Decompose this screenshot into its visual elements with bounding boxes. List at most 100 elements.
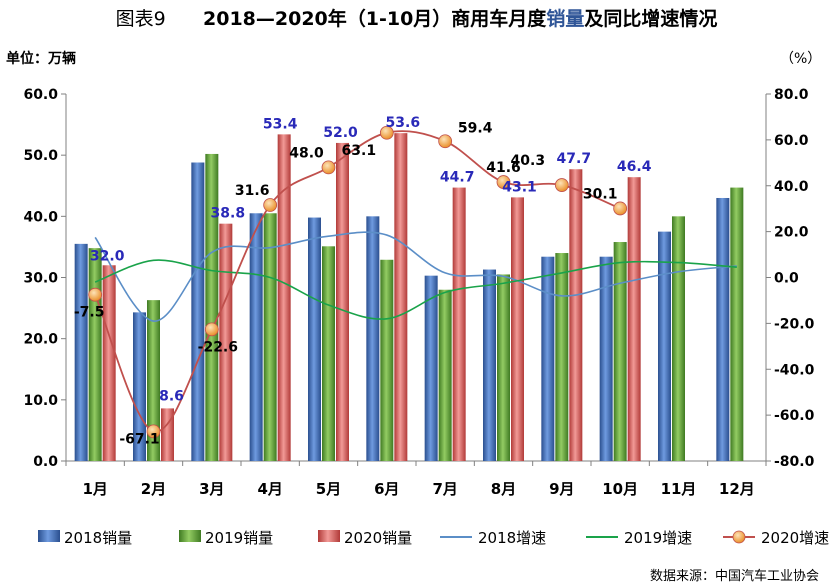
marker-2020增速 bbox=[263, 198, 278, 212]
bar-2019销量 bbox=[497, 274, 510, 461]
legend-label: 2020增速 bbox=[761, 529, 829, 547]
left-axis-unit: 单位：万辆 bbox=[6, 51, 76, 67]
title-highlight: 销量 bbox=[546, 8, 585, 30]
growth-label-2020: 30.1 bbox=[583, 186, 618, 202]
left-tick-label: 60.0 bbox=[23, 87, 58, 103]
legend-label: 2019增速 bbox=[624, 529, 692, 547]
bar-2018销量 bbox=[74, 243, 88, 461]
marker-2020增速 bbox=[204, 322, 219, 337]
legend-item: 2018销量 bbox=[38, 529, 132, 547]
bar-2019销量 bbox=[147, 300, 160, 461]
bar-label-2020: 47.7 bbox=[557, 151, 592, 167]
right-tick-label: -60.0 bbox=[774, 408, 815, 424]
legend-marker-2020增速 bbox=[732, 530, 746, 544]
x-tick-label: 10月 bbox=[602, 480, 638, 498]
line-2018增速 bbox=[94, 231, 737, 322]
bar-2020销量 bbox=[394, 133, 408, 461]
growth-label-2020: 59.4 bbox=[458, 120, 493, 136]
legend-label: 2018增速 bbox=[478, 529, 546, 547]
x-tick-label: 5月 bbox=[316, 480, 341, 498]
bar-label-2020: 53.4 bbox=[263, 116, 298, 132]
x-tick-label: 7月 bbox=[432, 480, 457, 498]
title-main: 2018—2020年（1-10月）商用车月度 bbox=[203, 8, 547, 30]
x-tick-label: 9月 bbox=[549, 480, 574, 498]
x-tick-label: 1月 bbox=[82, 480, 107, 498]
bar-2018销量 bbox=[483, 269, 496, 461]
growth-label-2020: 41.6 bbox=[486, 160, 521, 176]
bar-2019销量 bbox=[263, 213, 277, 461]
legend-item: 2020增速 bbox=[723, 529, 829, 547]
bar-2018销量 bbox=[308, 217, 321, 461]
legend-item: 2020销量 bbox=[318, 529, 412, 547]
legend-swatch-2018销量 bbox=[38, 530, 60, 542]
bar-2020销量 bbox=[627, 177, 641, 462]
title-tail: 及同比增速情况 bbox=[584, 8, 718, 30]
marker-2020增速 bbox=[613, 201, 628, 216]
marker-2020增速 bbox=[146, 424, 161, 439]
bar-2019销量 bbox=[380, 259, 394, 461]
marker-2020增速 bbox=[88, 287, 103, 302]
left-tick-label: 0.0 bbox=[33, 454, 58, 470]
bar-label-2020: 52.0 bbox=[323, 125, 358, 141]
bar-label-2020: 8.6 bbox=[159, 388, 184, 404]
left-tick-label: 10.0 bbox=[23, 393, 58, 409]
bar-2018销量 bbox=[716, 197, 730, 461]
x-tick-label: 4月 bbox=[257, 480, 282, 498]
bar-label-2020: 43.1 bbox=[502, 179, 537, 195]
bar-2020销量 bbox=[511, 197, 524, 461]
bar-2018销量 bbox=[366, 216, 380, 461]
legend-swatch-2020销量 bbox=[318, 530, 340, 542]
bar-label-2020: 53.6 bbox=[386, 115, 421, 131]
x-tick-label: 6月 bbox=[374, 480, 399, 498]
chart-title: 图表9 2018—2020年（1-10月）商用车月度销量及同比增速情况 bbox=[0, 4, 833, 31]
bar-2019销量 bbox=[555, 253, 569, 461]
marker-2020增速 bbox=[438, 134, 453, 149]
growth-label-2020: 31.6 bbox=[235, 183, 270, 199]
left-tick-label: 40.0 bbox=[23, 209, 58, 225]
growth-label-2020: 48.0 bbox=[289, 145, 324, 161]
legend-item: 2019增速 bbox=[586, 529, 692, 547]
figure-number: 图表9 bbox=[115, 8, 166, 30]
bar-2018销量 bbox=[424, 275, 438, 461]
bar-2018销量 bbox=[541, 256, 555, 461]
bar-2020销量 bbox=[161, 408, 174, 461]
legend-label: 2019销量 bbox=[205, 529, 273, 547]
line-2019增速 bbox=[94, 259, 737, 320]
legend-item: 2018增速 bbox=[440, 529, 546, 547]
marker-2020增速 bbox=[379, 125, 394, 140]
right-tick-label: 20.0 bbox=[774, 225, 809, 241]
bar-label-2020: 46.4 bbox=[617, 159, 652, 175]
bar-2019销量 bbox=[730, 187, 744, 461]
bar-2018销量 bbox=[599, 256, 613, 461]
bar-2020销量 bbox=[219, 223, 233, 461]
legend-item: 2019销量 bbox=[179, 529, 273, 547]
left-tick-label: 30.0 bbox=[23, 271, 58, 287]
bar-2020销量 bbox=[336, 142, 349, 461]
right-tick-label: 40.0 bbox=[774, 179, 809, 195]
left-tick-label: 50.0 bbox=[23, 148, 58, 164]
bar-label-2020: 32.0 bbox=[90, 248, 125, 264]
x-tick-label: 11月 bbox=[661, 480, 697, 498]
bar-2019销量 bbox=[613, 242, 627, 461]
right-tick-label: -80.0 bbox=[774, 454, 815, 470]
legend-label: 2018销量 bbox=[64, 529, 132, 547]
bar-2019销量 bbox=[672, 216, 685, 461]
bar-2019销量 bbox=[205, 153, 219, 461]
x-tick-label: 12月 bbox=[719, 480, 755, 498]
growth-label-2020: -67.1 bbox=[119, 431, 159, 447]
x-tick-label: 8月 bbox=[491, 480, 516, 498]
x-tick-label: 2月 bbox=[141, 480, 166, 498]
bar-2020销量 bbox=[569, 169, 583, 462]
bar-2018销量 bbox=[133, 312, 146, 461]
bar-label-2020: 44.7 bbox=[440, 170, 475, 186]
marker-2020增速 bbox=[496, 175, 511, 189]
marker-2020增速 bbox=[321, 160, 336, 175]
marker-2020增速 bbox=[554, 178, 569, 192]
bar-2018销量 bbox=[658, 231, 671, 461]
data-source: 数据来源：中国汽车工业协会 bbox=[649, 569, 819, 584]
legend-swatch-2019销量 bbox=[179, 530, 201, 542]
growth-label-2020: -7.5 bbox=[74, 305, 105, 321]
bar-2020销量 bbox=[277, 134, 291, 461]
right-tick-label: 80.0 bbox=[774, 87, 809, 103]
